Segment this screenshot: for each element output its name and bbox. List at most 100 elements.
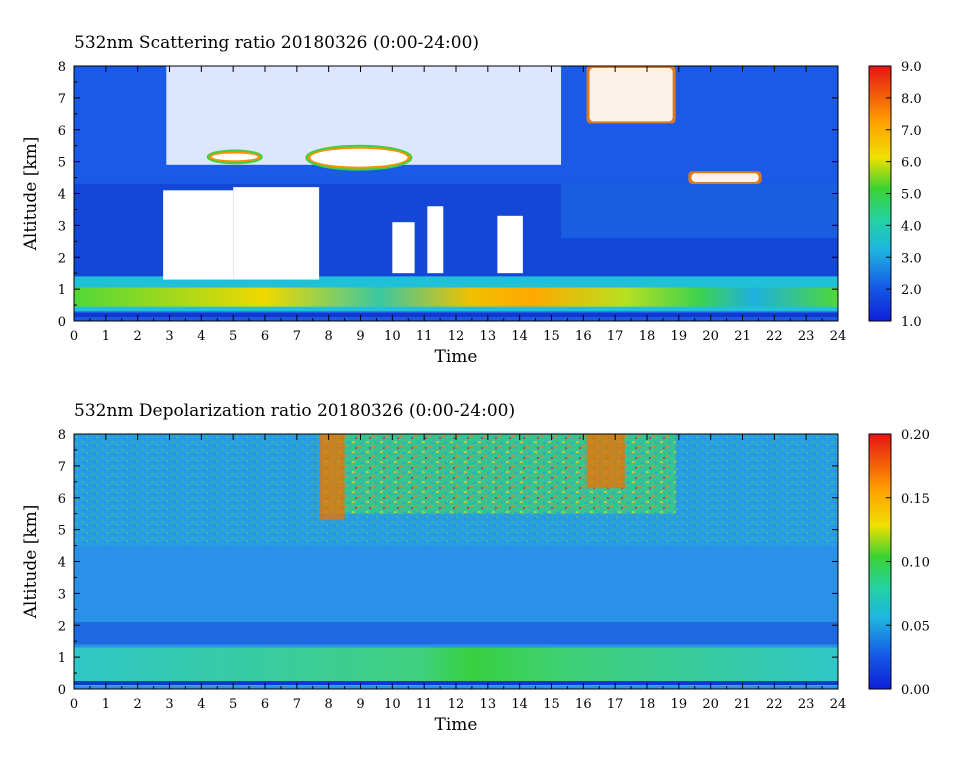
low-cloud-saturated xyxy=(392,222,415,274)
x-tick-label: 6 xyxy=(261,697,269,712)
x-tick-label: 3 xyxy=(165,329,173,344)
y-tick-label: 5 xyxy=(58,524,66,539)
x-tick-label: 7 xyxy=(293,697,301,712)
y-tick-label: 0 xyxy=(58,683,66,698)
colorbar-tick-label: 4.0 xyxy=(901,219,922,234)
colorbar: 1.0 2.0 3.0 4.0 5.0 6.0 7.0 8.0 9.0 xyxy=(868,60,922,330)
x-tick-label: 23 xyxy=(798,697,815,712)
y-tick-label: 6 xyxy=(58,492,66,507)
y-tick-label: 4 xyxy=(58,556,66,571)
chart-title: 532nm Depolarization ratio 20180326 (0:0… xyxy=(74,401,515,421)
x-tick-label: 13 xyxy=(480,697,497,712)
y-tick-label: 7 xyxy=(58,460,66,475)
cloud-core-saturated xyxy=(310,148,408,167)
cloud-core-saturated xyxy=(211,153,258,161)
x-axis-label: Time xyxy=(435,347,478,367)
x-tick-label: 2 xyxy=(134,697,142,712)
x-tick-label: 8 xyxy=(325,697,333,712)
x-tick-label: 7 xyxy=(293,329,301,344)
boundary-layer xyxy=(74,287,838,307)
chart-panel-2: 532nm Depolarization ratio 20180326 (0:0… xyxy=(21,401,930,735)
y-tick-label: 7 xyxy=(58,92,66,107)
x-tick-label: 16 xyxy=(575,329,592,344)
chart-title: 532nm Scattering ratio 20180326 (0:00-24… xyxy=(74,33,479,53)
colorbar-tick-label: 0.05 xyxy=(901,619,930,634)
x-tick-label: 18 xyxy=(639,329,656,344)
y-tick-label: 0 xyxy=(58,315,66,330)
x-tick-label: 22 xyxy=(766,329,783,344)
colorbar-tick-label: 0.10 xyxy=(901,556,930,571)
x-tick-label: 12 xyxy=(448,329,465,344)
colorbar-tick-label: 7.0 xyxy=(901,124,922,139)
x-tick-label: 19 xyxy=(671,697,688,712)
x-tick-label: 1 xyxy=(102,697,110,712)
x-tick-label: 15 xyxy=(543,697,560,712)
x-tick-label: 17 xyxy=(607,329,624,344)
x-tick-label: 14 xyxy=(511,697,528,712)
y-axis-label: Altitude [km] xyxy=(21,137,41,252)
colorbar-tick-label: 8.0 xyxy=(901,92,922,107)
x-tick-label: 0 xyxy=(70,329,78,344)
x-tick-label: 14 xyxy=(511,329,528,344)
x-tick-label: 18 xyxy=(639,697,656,712)
colorbar-tick-label: 0.15 xyxy=(901,492,930,507)
low-cloud-saturated xyxy=(163,190,234,280)
x-tick-label: 16 xyxy=(575,697,592,712)
colorbar-tick-label: 2.0 xyxy=(901,283,922,298)
high-depol-column xyxy=(319,434,345,521)
colorbar-tick-label: 9.0 xyxy=(901,60,922,75)
x-tick-label: 19 xyxy=(671,329,688,344)
x-tick-label: 24 xyxy=(830,697,847,712)
y-tick-label: 1 xyxy=(58,651,66,666)
y-tick-label: 5 xyxy=(58,156,66,171)
low-depol-layer xyxy=(74,622,838,645)
y-tick-label: 2 xyxy=(58,251,66,266)
y-axis-label: Altitude [km] xyxy=(21,505,41,620)
x-tick-label: 24 xyxy=(830,329,847,344)
x-tick-label: 4 xyxy=(197,329,205,344)
colorbar-tick-label: 0.20 xyxy=(901,428,930,443)
colorbar-tick-label: 6.0 xyxy=(901,156,922,171)
x-tick-label: 10 xyxy=(384,697,401,712)
x-tick-label: 4 xyxy=(197,697,205,712)
x-tick-label: 8 xyxy=(325,329,333,344)
high-cloud-saturated xyxy=(589,68,673,122)
x-tick-label: 15 xyxy=(543,329,560,344)
y-tick-label: 2 xyxy=(58,619,66,634)
x-tick-label: 22 xyxy=(766,697,783,712)
x-tick-label: 10 xyxy=(384,329,401,344)
aerosol-layer xyxy=(561,183,838,239)
x-tick-label: 12 xyxy=(448,697,465,712)
x-tick-label: 11 xyxy=(416,329,433,344)
high-depol-column xyxy=(586,434,625,489)
x-tick-label: 17 xyxy=(607,697,624,712)
x-tick-label: 20 xyxy=(702,697,719,712)
low-cloud-saturated xyxy=(233,187,320,280)
y-tick-label: 1 xyxy=(58,283,66,298)
x-axis-label: Time xyxy=(435,715,478,735)
y-tick-label: 3 xyxy=(58,587,66,602)
x-tick-label: 2 xyxy=(134,329,142,344)
y-tick-label: 6 xyxy=(58,124,66,139)
colorbar-tick-label: 5.0 xyxy=(901,188,922,203)
x-tick-label: 21 xyxy=(734,697,751,712)
x-tick-label: 5 xyxy=(229,697,237,712)
x-tick-label: 9 xyxy=(356,329,364,344)
boundary-layer xyxy=(74,647,838,686)
x-tick-label: 1 xyxy=(102,329,110,344)
chart-panel-1: 532nm Scattering ratio 20180326 (0:00-24… xyxy=(21,33,922,367)
x-tick-label: 3 xyxy=(165,697,173,712)
y-tick-label: 4 xyxy=(58,188,66,203)
x-tick-label: 11 xyxy=(416,697,433,712)
y-tick-label: 3 xyxy=(58,219,66,234)
x-tick-label: 20 xyxy=(702,329,719,344)
x-tick-label: 13 xyxy=(480,329,497,344)
colorbar-tick-label: 0.00 xyxy=(901,683,930,698)
x-tick-label: 5 xyxy=(229,329,237,344)
colorbar-tick-label: 3.0 xyxy=(901,251,922,266)
low-cloud-saturated xyxy=(497,215,523,274)
colorbar: 0.00 0.05 0.10 0.15 0.20 xyxy=(868,428,930,698)
x-tick-label: 0 xyxy=(70,697,78,712)
x-tick-label: 9 xyxy=(356,697,364,712)
